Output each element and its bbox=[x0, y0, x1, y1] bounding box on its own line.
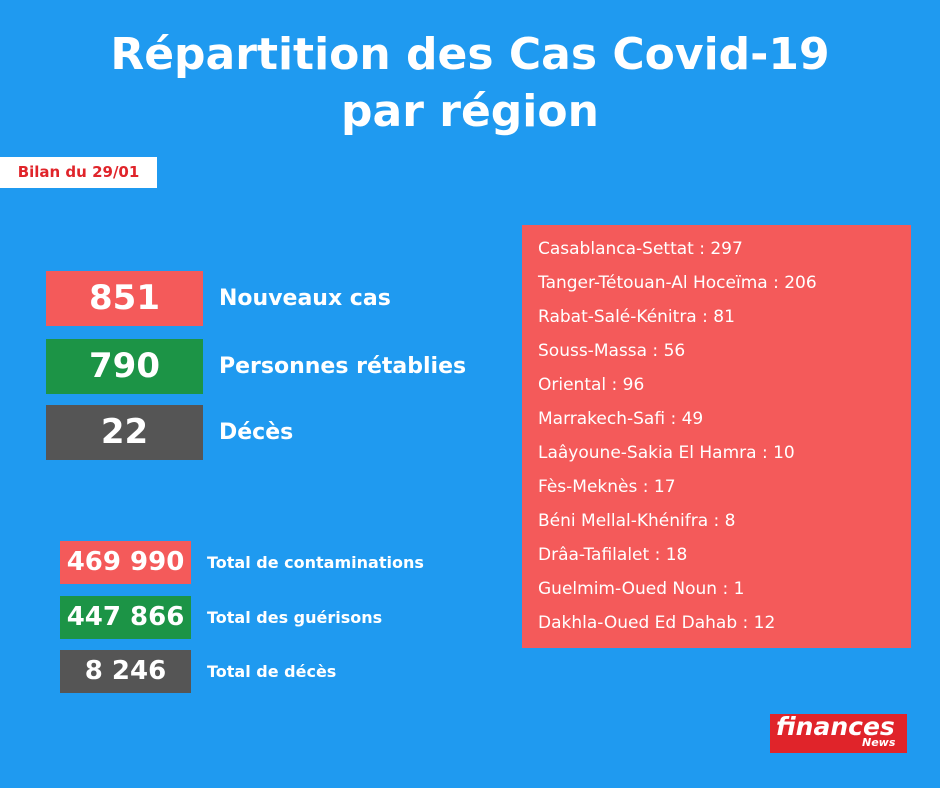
new-cases-label: Nouveaux cas bbox=[219, 286, 391, 311]
title-line: par région bbox=[341, 86, 599, 137]
total-recovered-label: Total des guérisons bbox=[207, 608, 383, 627]
deaths-label: Décès bbox=[219, 420, 294, 445]
regions-panel: Casablanca-Settat : 297 Tanger-Tétouan-Al… bbox=[522, 225, 911, 648]
total-cases-value: 469 990 bbox=[60, 541, 191, 584]
logo: finances News bbox=[770, 712, 907, 753]
region-line: Oriental : 96 bbox=[538, 375, 645, 395]
region-line: Béni Mellal-Khénifra : 8 bbox=[538, 511, 736, 531]
region-line: Rabat-Salé-Kénitra : 81 bbox=[538, 307, 735, 327]
title-line: Répartition des Cas Covid-19 bbox=[110, 29, 830, 80]
region-line: Fès-Meknès : 17 bbox=[538, 477, 676, 497]
region-line: Dakhla-Oued Ed Dahab : 12 bbox=[538, 613, 776, 633]
new-cases-value: 851 bbox=[46, 271, 203, 326]
total-deaths-value: 8 246 bbox=[60, 650, 191, 693]
total-deaths-label: Total de décès bbox=[207, 662, 337, 681]
region-line: Marrakech-Safi : 49 bbox=[538, 409, 704, 429]
total-recovered-value: 447 866 bbox=[60, 596, 191, 639]
region-line: Drâa-Tafilalet : 18 bbox=[538, 545, 688, 565]
region-line: Souss-Massa : 56 bbox=[538, 341, 686, 361]
region-line: Laâyoune-Sakia El Hamra : 10 bbox=[538, 443, 795, 463]
region-line: Guelmim-Oued Noun : 1 bbox=[538, 579, 745, 599]
date-badge: Bilan du 29/01 bbox=[0, 157, 157, 188]
total-cases-label: Total de contaminations bbox=[207, 553, 424, 572]
deaths-value: 22 bbox=[46, 405, 203, 460]
region-line: Casablanca-Settat : 297 bbox=[538, 239, 743, 259]
logo-sub: News bbox=[862, 736, 896, 749]
region-line: Tanger-Tétouan-Al Hoceïma : 206 bbox=[538, 273, 817, 293]
recovered-value: 790 bbox=[46, 339, 203, 394]
recovered-label: Personnes rétablies bbox=[219, 354, 467, 379]
logo-word: finances bbox=[776, 712, 895, 741]
